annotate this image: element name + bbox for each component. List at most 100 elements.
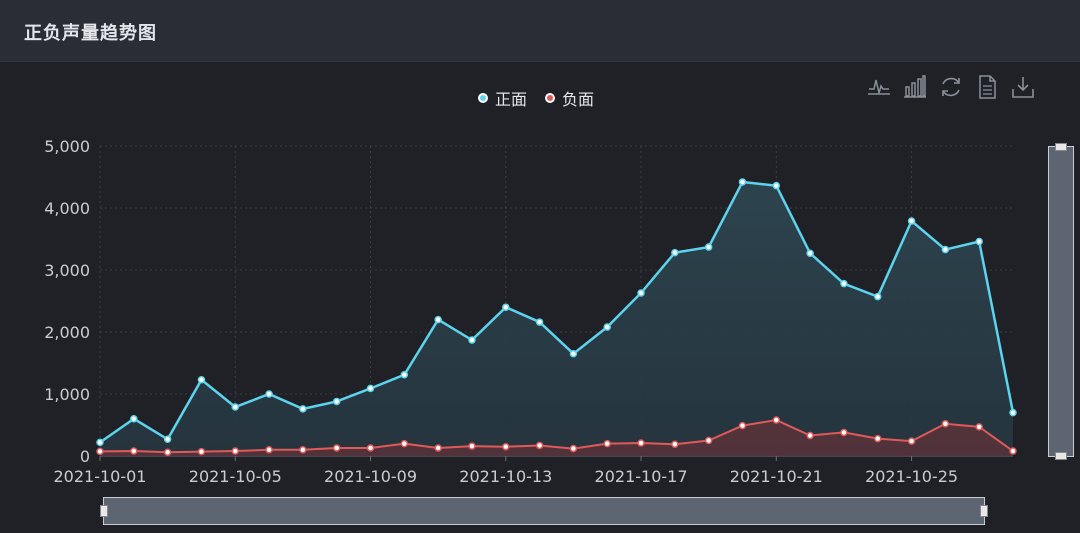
data-point <box>96 438 104 447</box>
data-point <box>704 243 713 251</box>
data-point <box>434 444 442 452</box>
data-point <box>535 441 544 450</box>
data-point <box>96 447 104 456</box>
data-point <box>671 248 679 257</box>
data-point <box>873 434 882 443</box>
series-lines <box>99 180 1015 454</box>
data-point <box>637 289 645 297</box>
data-point <box>299 446 307 454</box>
data-point <box>840 428 848 437</box>
data-point <box>332 397 341 406</box>
data-point <box>502 442 510 451</box>
panel-header: 正负声量趋势图 <box>0 0 1080 62</box>
data-point <box>806 249 814 258</box>
data-point <box>840 279 848 288</box>
data-point <box>163 448 172 457</box>
legend-label-positive: 正面 <box>495 90 528 109</box>
x-tick-label: 2021-10-17 <box>595 467 688 486</box>
data-point <box>704 436 713 445</box>
data-point <box>941 420 950 428</box>
data-point <box>468 442 476 450</box>
y-tick-label: 4,000 <box>44 199 90 218</box>
x-axis-zoom-slider[interactable] <box>100 497 988 525</box>
series-areas <box>100 181 1013 456</box>
x-tick-label: 2021-10-05 <box>189 467 282 486</box>
panel-title: 正负声量趋势图 <box>24 23 157 44</box>
data-point <box>975 423 983 431</box>
x-slider-right-handle[interactable] <box>980 505 988 517</box>
x-tick-label: 2021-10-21 <box>730 467 823 486</box>
data-point <box>265 390 273 398</box>
data-point <box>197 447 206 456</box>
data-point <box>941 245 950 254</box>
data-point <box>299 405 307 413</box>
y-tick-label: 1,000 <box>44 385 90 404</box>
legend-item-positive[interactable]: 正面 <box>478 86 527 110</box>
data-point <box>130 447 138 455</box>
legend-dot-positive <box>478 93 488 103</box>
legend-dot-negative <box>545 93 556 103</box>
data-point <box>366 384 375 393</box>
series-area-1 <box>100 420 1013 456</box>
data-point <box>502 303 510 311</box>
data-view-icon[interactable] <box>974 74 1000 100</box>
legend-label-negative: 负面 <box>562 90 595 109</box>
series-line-1 <box>99 419 1014 454</box>
y-axis-ticks: 0 1,000 2,000 3,000 4,000 5,000 <box>44 137 90 466</box>
data-point <box>975 237 983 246</box>
data-point <box>130 415 138 423</box>
data-point <box>637 439 645 447</box>
data-point <box>603 323 611 331</box>
data-point <box>671 440 679 448</box>
refresh-icon[interactable] <box>938 74 964 100</box>
data-point <box>400 439 409 448</box>
data-point <box>468 336 476 344</box>
y-tick-label: 2,000 <box>44 323 90 342</box>
x-tick-label: 2021-10-01 <box>54 467 147 486</box>
data-point <box>873 292 882 301</box>
data-point <box>569 349 578 358</box>
line-chart-icon[interactable] <box>866 74 892 100</box>
data-point <box>569 444 578 453</box>
data-point <box>772 416 781 424</box>
data-point <box>231 403 240 411</box>
x-axis-ticks: 2021-10-01 2021-10-05 2021-10-09 2021-10-13… <box>54 467 959 486</box>
data-point <box>907 437 916 445</box>
series-line-0 <box>99 180 1015 444</box>
legend-item-negative[interactable]: 负面 <box>545 86 594 110</box>
y-tick-label: 0 <box>80 447 90 466</box>
data-point <box>772 181 781 190</box>
y-slider-bottom-handle[interactable] <box>1055 452 1067 460</box>
data-point <box>265 446 273 454</box>
data-point <box>738 178 747 186</box>
x-tick-label: 2021-10-25 <box>865 467 958 486</box>
data-point <box>332 444 341 452</box>
data-point <box>1009 408 1017 417</box>
data-point <box>1009 447 1017 455</box>
series-area-0 <box>100 181 1013 456</box>
x-slider-left-handle[interactable] <box>100 505 108 517</box>
chart-legend: 正面 负面 <box>478 86 594 110</box>
x-tick-label: 2021-10-13 <box>459 467 552 486</box>
y-tick-label: 5,000 <box>44 137 90 156</box>
data-point <box>366 444 375 452</box>
series-points <box>96 178 1017 457</box>
data-point <box>806 431 814 440</box>
bar-chart-icon[interactable] <box>902 74 928 100</box>
data-point <box>400 371 409 379</box>
y-axis-zoom-slider[interactable] <box>1048 143 1074 460</box>
data-point <box>231 447 240 455</box>
data-point <box>434 315 442 324</box>
data-point <box>535 318 544 326</box>
download-icon[interactable] <box>1010 74 1036 100</box>
data-point <box>197 375 206 384</box>
x-tick-label: 2021-10-09 <box>324 467 417 486</box>
data-point <box>603 439 611 448</box>
data-point <box>907 217 916 225</box>
chart-toolbox <box>866 74 1036 102</box>
data-point <box>163 435 172 444</box>
data-point <box>738 421 747 430</box>
y-tick-label: 3,000 <box>44 261 90 280</box>
y-slider-top-handle[interactable] <box>1055 143 1067 151</box>
